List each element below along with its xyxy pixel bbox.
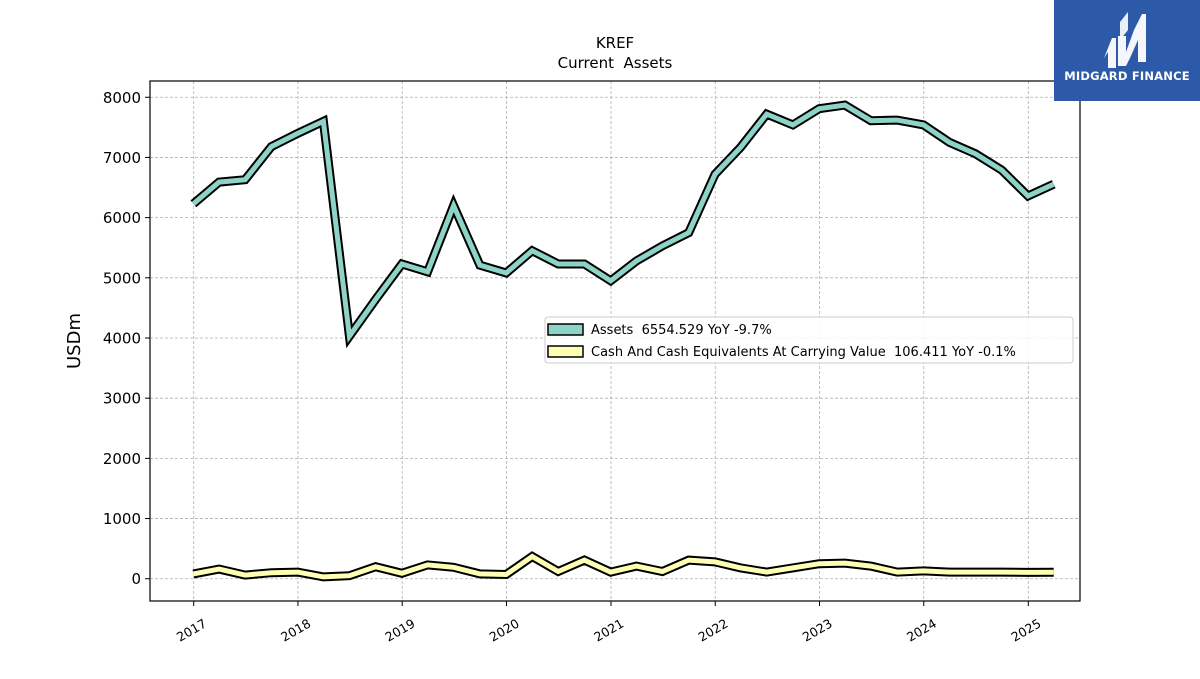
y-tick-label: 4000 xyxy=(103,329,141,347)
y-tick-label: 0 xyxy=(131,570,141,588)
series-0-line xyxy=(193,105,1053,336)
legend-entry-label: Assets 6554.529 YoY -9.7% xyxy=(591,323,772,338)
x-tick-label: 2024 xyxy=(904,616,939,645)
legend-swatch xyxy=(548,346,583,357)
legend-entry-label: Cash And Cash Equivalents At Carrying Va… xyxy=(591,345,1016,360)
series-line-outline xyxy=(193,105,1053,336)
y-tick-label: 7000 xyxy=(103,149,141,167)
x-tick-label: 2023 xyxy=(800,616,835,645)
chart-title: KREF xyxy=(596,34,634,52)
x-tick-label: 2017 xyxy=(174,616,209,645)
y-tick-label: 6000 xyxy=(103,209,141,227)
y-tick-label: 5000 xyxy=(103,269,141,287)
y-tick-label: 3000 xyxy=(103,390,141,408)
chart-subtitle: Current Assets xyxy=(558,54,673,72)
y-tick-label: 2000 xyxy=(103,450,141,468)
x-tick-label: 2021 xyxy=(591,616,626,645)
x-tick-label: 2019 xyxy=(382,616,417,645)
x-tick-label: 2020 xyxy=(487,616,522,645)
y-tick-label: 8000 xyxy=(103,89,141,107)
midgard-logo-icon xyxy=(1054,0,1200,101)
legend-swatch xyxy=(548,324,583,335)
series-1-line xyxy=(193,556,1053,577)
brand-logo: MIDGARD FINANCE xyxy=(1054,0,1200,101)
x-tick-label: 2022 xyxy=(695,616,730,645)
y-tick-label: 1000 xyxy=(103,510,141,528)
x-tick-label: 2018 xyxy=(278,616,313,645)
y-axis-label: USDm xyxy=(64,313,85,369)
x-tick-label: 2025 xyxy=(1009,616,1044,645)
brand-name: MIDGARD FINANCE xyxy=(1054,69,1200,83)
